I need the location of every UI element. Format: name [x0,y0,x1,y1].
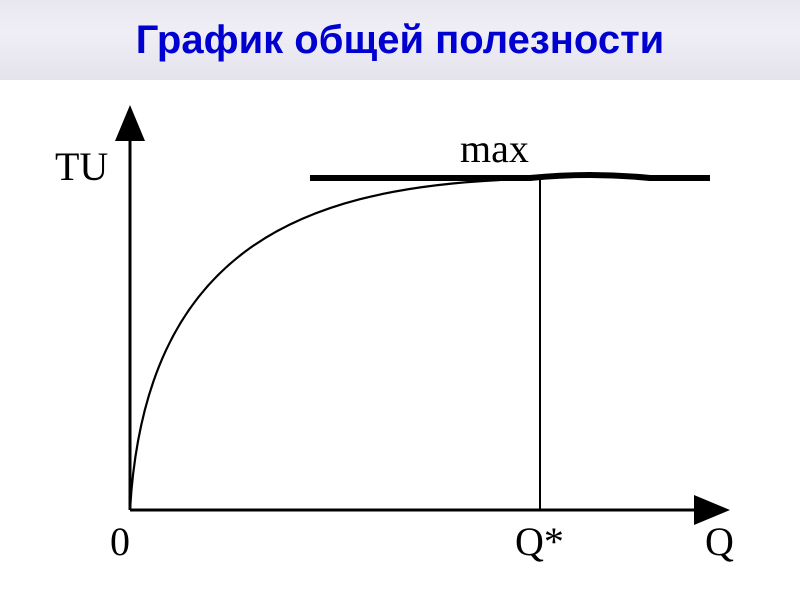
max-label: max [460,126,529,171]
max-plateau-line [310,175,710,178]
utility-chart: TU max 0 Q* Q [0,80,800,600]
title-bar: График общей полезности [0,0,800,80]
page-title: График общей полезности [136,18,665,63]
origin-label: 0 [110,519,130,564]
qstar-label: Q* [515,519,564,564]
chart-svg: TU max 0 Q* Q [0,80,800,600]
y-axis-label: TU [55,144,108,189]
utility-curve [130,180,500,510]
x-axis-label: Q [705,519,734,564]
